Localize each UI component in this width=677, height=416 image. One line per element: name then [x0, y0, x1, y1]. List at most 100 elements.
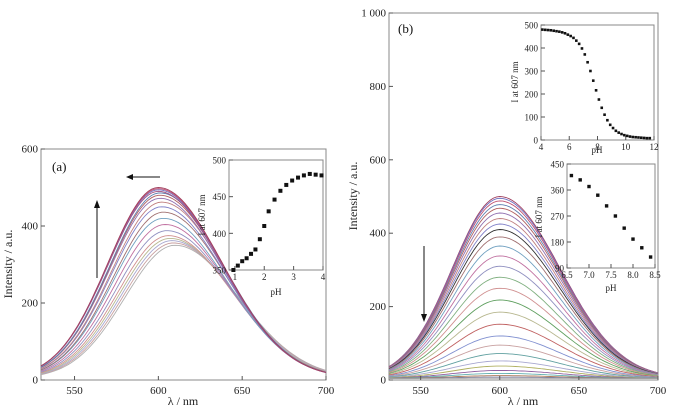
spectrum-line	[388, 212, 659, 374]
panel-a-inset-xtick-label: 4	[321, 272, 326, 282]
panel-b-inset-bottom-point	[613, 214, 618, 218]
panel-b-ytick-label: 800	[370, 81, 387, 93]
panel-a-inset-point	[307, 171, 312, 176]
panel-a: 550 600 650 700 0 200 400 600 (a) λ / nm Intens…	[1, 144, 335, 409]
panel-b-xtick-label: 650	[571, 385, 588, 397]
panel-b-inset-top-point	[575, 39, 578, 42]
spectrum-line	[40, 190, 327, 374]
panel-b-inset-top-ytick-label: 500	[525, 21, 539, 31]
panel-a-inset-xtick-label: 1	[233, 272, 238, 282]
panel-b-inset-bottom-xtick-label: 8.5	[649, 270, 661, 280]
spectrum-line	[40, 244, 327, 376]
panel-b-inset-bottom-point	[622, 226, 626, 230]
panel-b-inset-top-point	[628, 135, 632, 138]
panel-a-inset-xlabel: pH	[271, 287, 283, 297]
panel-a-inset-point	[244, 256, 249, 261]
spectrum-line	[40, 240, 327, 375]
panel-a-inset-xtick-label: 3	[291, 272, 296, 282]
panel-b-ytick-label: 1 000	[361, 8, 386, 20]
panel-b-inset-top-xtick-label: 10	[621, 142, 631, 152]
panel-a-inset-point	[313, 172, 318, 177]
panel-a-inset-ytick-label: 450	[213, 192, 227, 202]
panel-b-inset-top-point	[566, 33, 570, 36]
spectrum-line	[388, 245, 659, 375]
spectrum-line	[388, 299, 659, 377]
panel-a-label: (a)	[52, 159, 66, 174]
panel-a-inset-point	[301, 173, 306, 178]
spectrum-line	[40, 242, 327, 375]
panel-a-ytick-label: 600	[22, 144, 39, 156]
panel-b-inset-top-point	[583, 53, 587, 56]
panel-a-xtick-label: 600	[150, 385, 167, 397]
panel-a-xtick-label: 650	[234, 385, 251, 397]
panel-b-inset-top-point	[563, 31, 567, 35]
panel-a-up-arrowhead	[94, 200, 100, 208]
spectrum-line	[388, 311, 659, 377]
panel-b-ytick-label: 200	[370, 301, 387, 313]
panel-b-xtick-label: 550	[412, 385, 429, 397]
panel-b-inset-bottom-point	[631, 237, 635, 241]
panel-a-xlabel: λ / nm	[168, 394, 199, 408]
panel-b-ticks: 550 600 650 700 0 200 400 600 800 1 000	[361, 8, 667, 398]
panel-b-inset-top-point	[637, 136, 640, 139]
panel-b-inset-top-point	[577, 42, 581, 46]
panel-b-inset-bottom-xlabel: pH	[606, 283, 618, 293]
panel-a-inset: 1 2 3 4 350 400 450 500	[213, 156, 326, 283]
panel-b-inset-bottom-point	[587, 184, 591, 189]
panel-a-inset-frame	[228, 159, 324, 271]
spectrum-line	[40, 189, 327, 373]
panel-b-inset-bottom-ylabel: I at 607 nm	[534, 196, 544, 237]
panel-a-inset-ytick-label: 400	[213, 229, 227, 239]
panel-b-inset-top-point	[546, 28, 550, 32]
panel-b-inset-top-point	[634, 135, 637, 139]
panel-a-inset-point	[272, 197, 277, 202]
panel-a-inset-point	[319, 173, 324, 178]
panel-b-inset-bottom: 6.5 7.0 7.5 8.0 8.5 90 180 270 360 450	[551, 160, 662, 281]
spectrum-line	[40, 187, 327, 373]
panel-b-inset-top-point	[549, 28, 553, 32]
spectrum-line	[388, 265, 659, 376]
panel-b-inset-bottom-xtick-label: 8.0	[627, 270, 639, 280]
panel-a-inset-point	[257, 237, 262, 242]
panel-b-inset-top-point	[558, 30, 561, 33]
panel-b-inset-top-xtick-label: 4	[539, 142, 544, 152]
spectrum-line	[388, 276, 659, 376]
panel-a-inset-point	[284, 182, 289, 187]
panel-b-ytick-label: 400	[370, 228, 387, 240]
panel-b-inset-top-point	[541, 28, 544, 31]
spectrum-line	[388, 370, 659, 379]
spectrum-line	[388, 255, 659, 376]
spectrum-line	[388, 323, 659, 378]
panel-a-inset-ytick-label: 350	[213, 266, 227, 276]
panel-a-inset-xtick-label: 2	[262, 272, 267, 282]
panel-b-inset-bottom-ytick-label: 360	[551, 186, 565, 196]
panel-b-inset-top-point	[594, 89, 598, 92]
panel-b-inset-bottom-point	[648, 255, 653, 259]
panel-a-ylabel: Intensity / a.u.	[1, 230, 15, 299]
panel-b-inset-top-point	[617, 131, 620, 134]
spectrum-line	[388, 353, 659, 379]
panel-b-inset-bottom-xtick-label: 7.0	[583, 270, 595, 280]
panel-b-inset-top-point	[608, 123, 612, 127]
panel-a-inset-point	[253, 247, 258, 252]
panel-b-curves	[388, 196, 659, 379]
panel-b-inset-top-ytick-label: 400	[525, 44, 539, 54]
spectrum-line	[388, 207, 659, 374]
panel-a-inset-point	[231, 268, 236, 272]
spectrum-line	[388, 229, 659, 375]
panel-b-xtick-label: 600	[492, 385, 509, 397]
panel-b-inset-top-point	[580, 47, 584, 50]
panel-b-inset-top-ytick-label: 0	[534, 136, 539, 146]
panel-b-label: (b)	[398, 21, 413, 36]
panel-a-inset-point	[249, 251, 254, 256]
panel-b-inset-top-point	[552, 29, 556, 33]
panel-a-inset-point	[290, 178, 295, 183]
panel-b-inset-top-ytick-label: 100	[525, 113, 539, 123]
panel-b-inset-top-point	[642, 136, 646, 140]
spectrum-line	[388, 197, 659, 374]
spectrum-line	[388, 204, 659, 374]
spectrum-line	[388, 236, 659, 375]
panel-b-inset-top-point	[589, 69, 592, 73]
panel-b-inset-top-xlabel: pH	[592, 145, 604, 155]
